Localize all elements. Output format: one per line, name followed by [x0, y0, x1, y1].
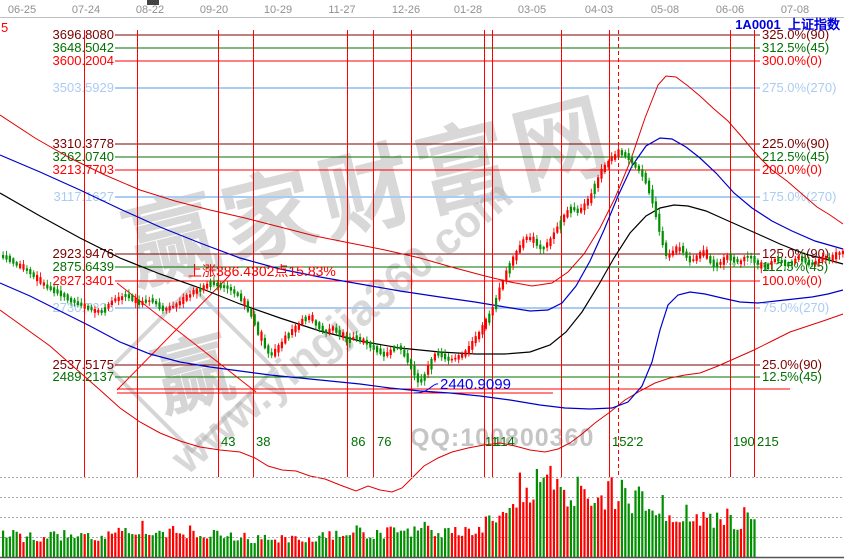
price-level-label: 3503.5929	[52, 80, 114, 95]
date-label: 04-03	[584, 4, 614, 16]
percent-level-label: 12.5%(45)	[762, 369, 822, 384]
date-label: 07-08	[780, 4, 810, 16]
price-level-label: 2489.2137	[52, 369, 114, 384]
low-price-annotation: 2440.9099	[440, 376, 511, 393]
date-label: 06-06	[715, 4, 745, 16]
bar-count-label: 190	[733, 434, 755, 449]
bar-count-label: 43	[221, 434, 236, 449]
percent-level-label: 175.0%(270)	[762, 189, 837, 204]
date-label: 08-22	[135, 4, 165, 16]
date-label: 10-29	[263, 4, 293, 16]
date-label: 05-08	[650, 4, 680, 16]
symbol-code: 1A0001	[735, 17, 781, 32]
percent-level-label: 312.5%(45)	[762, 40, 830, 55]
percent-level-label: 200.0%(0)	[762, 162, 822, 177]
date-label: 12-26	[391, 4, 421, 16]
price-level-label: 2923.9476	[52, 246, 114, 261]
symbol-title: 1A0001 上证指数	[735, 14, 840, 33]
bar-count-label: 76	[377, 434, 392, 449]
bar-count-label: 215	[757, 434, 779, 449]
date-label: 03-05	[517, 4, 547, 16]
bar-count-label: 152'2	[612, 434, 644, 449]
date-axis-line	[0, 17, 844, 18]
price-level-label: 3117.1627	[53, 189, 115, 204]
price-level-label: 3648.5042	[52, 40, 114, 55]
rise-annotation: 上涨386.4302点15.83%	[188, 263, 336, 279]
date-label: 09-20	[199, 4, 229, 16]
price-level-label: 2537.5175	[52, 357, 114, 372]
symbol-name: 上证指数	[787, 17, 840, 32]
percent-level-label: 100.0%(0)	[762, 273, 822, 288]
price-level-label: 3696.8080	[52, 27, 114, 42]
percent-level-label: 300.0%(0)	[762, 53, 822, 68]
percent-level-label: 275.0%(270)	[762, 80, 837, 95]
percent-level-label: 25.0%(90)	[762, 357, 822, 372]
percent-level-label: 75.0%(270)	[762, 300, 830, 315]
percent-level-label: 325.0%(90)	[762, 27, 830, 42]
percent-level-label: 212.5%(45)	[762, 149, 830, 164]
clipped-label-fragment: 5	[1, 20, 9, 35]
price-level-label: 2827.3401	[52, 273, 114, 288]
bar-count-label: 38	[256, 434, 271, 449]
price-level-label: 3600.2004	[52, 53, 114, 68]
date-label: 06-25	[7, 4, 37, 16]
bar-count-label: 11	[485, 434, 499, 449]
axis-drag-notch[interactable]	[147, 0, 159, 5]
date-label: 11-27	[328, 4, 356, 16]
price-level-label: 2875.6439	[52, 259, 114, 274]
price-level-label: 3310.3778	[52, 136, 114, 151]
date-label: 01-28	[453, 4, 483, 16]
percent-level-label: 225.0%(90)	[762, 136, 830, 151]
price-level-label: 3213.7703	[52, 162, 114, 177]
date-label: 07-24	[71, 4, 101, 16]
watermark-qq-text: QQ:100800360	[410, 424, 595, 452]
price-level-label: 3262.0740	[52, 149, 114, 164]
bar-count-label: 86	[351, 434, 366, 449]
